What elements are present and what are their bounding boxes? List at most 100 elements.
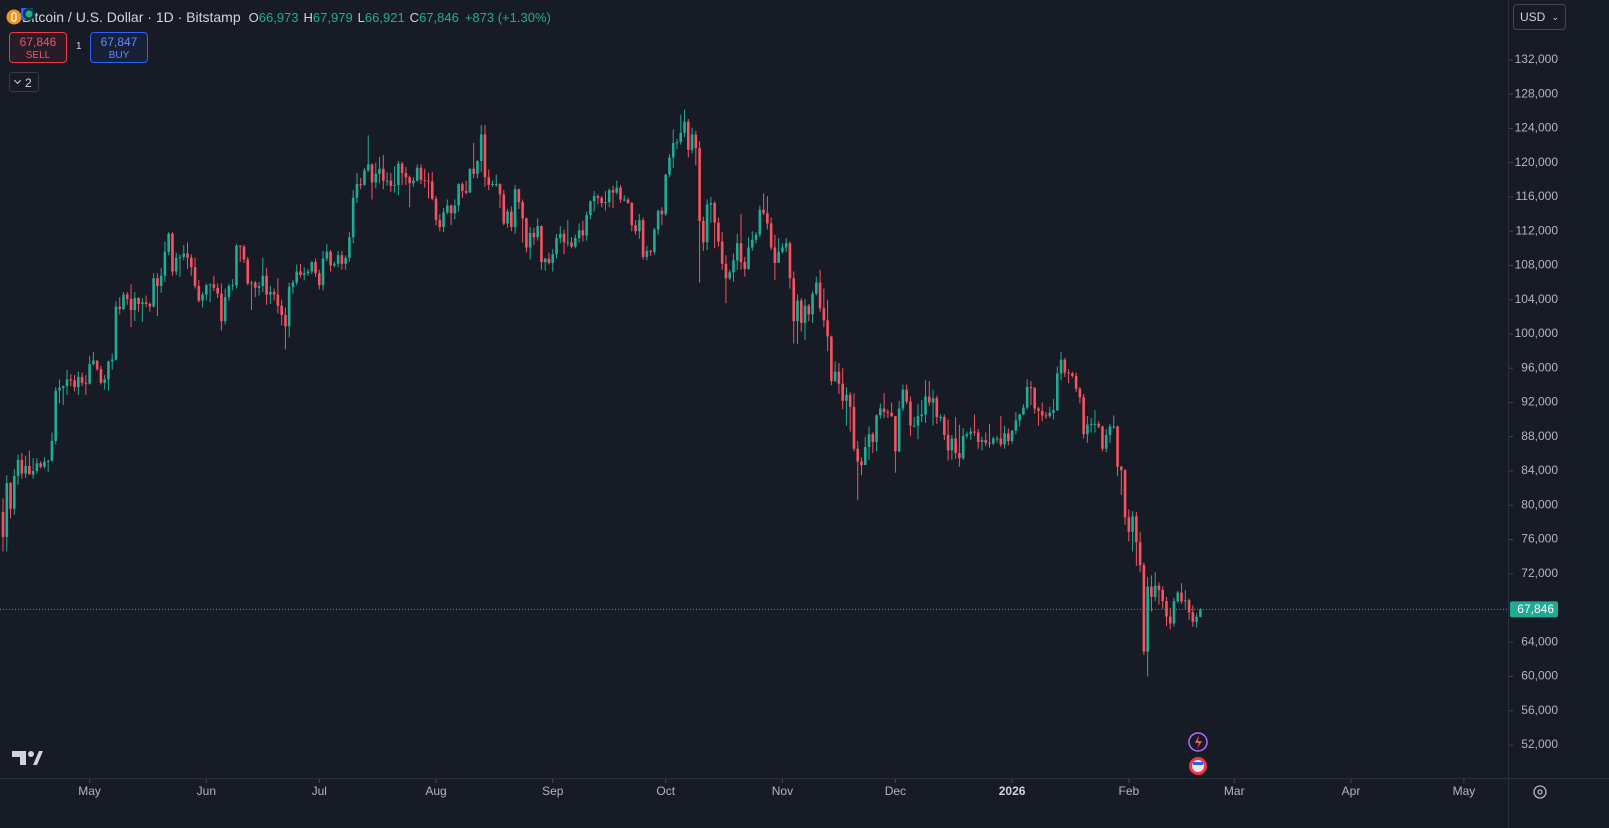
- candle-body: [758, 209, 762, 235]
- candle-body: [1168, 616, 1172, 624]
- candle-body: [867, 434, 871, 448]
- candle-body: [1055, 373, 1059, 411]
- candle-body: [686, 121, 690, 150]
- candle-body: [1135, 516, 1138, 543]
- ohlc-key: L: [357, 10, 365, 25]
- candle-body: [653, 229, 656, 252]
- indicators-toggle[interactable]: 2: [9, 72, 39, 92]
- candle-body: [242, 246, 246, 260]
- candle-body: [348, 237, 351, 258]
- candle-body: [901, 389, 905, 409]
- candle-body: [991, 438, 995, 444]
- candle-body: [634, 225, 637, 232]
- market-status[interactable]: [22, 7, 36, 21]
- candle-body: [1089, 423, 1093, 425]
- candle-body: [826, 320, 829, 337]
- candle-body: [1191, 612, 1195, 622]
- candle-body: [1037, 408, 1040, 412]
- currency-select[interactable]: USD ⌄: [1513, 4, 1566, 30]
- candle-body: [860, 461, 863, 466]
- candle-body: [939, 417, 942, 419]
- candle-body: [295, 271, 299, 283]
- candle-body: [415, 167, 419, 181]
- candle-body: [58, 387, 61, 391]
- candle-body: [660, 210, 664, 215]
- candle-body: [502, 194, 506, 224]
- symbol-title[interactable]: Bitcoin / U.S. Dollar · 1D · Bitstamp: [22, 9, 241, 25]
- candle-body: [453, 205, 457, 214]
- candle-body: [491, 184, 494, 186]
- candle-body: [385, 180, 389, 182]
- candle-body: [182, 253, 186, 257]
- candle-body: [641, 220, 645, 257]
- candle-body: [513, 189, 517, 227]
- candle-body: [815, 282, 818, 294]
- candle-body: [400, 163, 404, 173]
- candle-body: [626, 199, 630, 203]
- candle-body: [766, 213, 769, 224]
- x-tick-label: Oct: [656, 784, 675, 798]
- settings-icon[interactable]: [1533, 785, 1547, 799]
- y-tick-label: 52,000: [1521, 737, 1558, 751]
- ohlc-value: 67,846: [419, 10, 459, 25]
- candle-body: [144, 302, 148, 305]
- candle-body: [246, 259, 250, 284]
- candle-body: [382, 168, 385, 181]
- candle-body: [830, 336, 833, 382]
- candle-body: [355, 184, 359, 198]
- candle-body: [950, 438, 954, 451]
- candle-body: [743, 262, 747, 269]
- candle-body: [570, 242, 573, 247]
- y-tick-label: 80,000: [1521, 497, 1558, 511]
- candle-body: [525, 218, 528, 248]
- candle-body: [261, 275, 265, 287]
- candle-body: [988, 442, 991, 444]
- sell-price: 67,846: [19, 35, 57, 49]
- candle-body: [1131, 516, 1134, 532]
- candle-body: [958, 453, 961, 459]
- candle-body: [208, 284, 212, 286]
- candle-body: [803, 305, 807, 323]
- candle-body: [1153, 585, 1157, 597]
- candle-body: [1195, 616, 1198, 622]
- candle-body: [1176, 592, 1180, 602]
- candle-body: [205, 285, 208, 295]
- event-icons[interactable]: [1188, 732, 1208, 775]
- candle-body: [1157, 585, 1161, 591]
- candle-body: [310, 262, 314, 272]
- candle-body: [965, 434, 969, 436]
- candle-body: [427, 180, 430, 182]
- candle-body: [777, 251, 780, 263]
- candle-body: [201, 294, 204, 301]
- y-tick-label: 112,000: [1516, 223, 1559, 237]
- x-tick-label: 2026: [999, 784, 1026, 798]
- candle-body: [585, 214, 588, 236]
- candle-body: [713, 202, 716, 223]
- candle-body: [886, 411, 890, 413]
- buy-button[interactable]: 67,847 BUY: [90, 32, 148, 63]
- x-tick-label: Jun: [197, 784, 216, 798]
- candle-body: [464, 190, 468, 193]
- y-tick-label: 124,000: [1515, 121, 1559, 135]
- candle-body: [366, 164, 370, 171]
- candle-body: [476, 160, 479, 174]
- candle-body: [1033, 387, 1037, 409]
- candle-body: [995, 438, 999, 440]
- candle-body: [1044, 415, 1048, 417]
- candle-body: [125, 294, 129, 299]
- candle-body: [216, 287, 219, 294]
- sell-button[interactable]: 67,846 SELL: [9, 32, 67, 63]
- candle-body: [600, 197, 603, 203]
- candle-body: [1097, 423, 1101, 427]
- candle-body: [781, 247, 784, 252]
- candle-body: [88, 363, 91, 384]
- candle-body: [796, 300, 799, 322]
- last-price-label: 67,846: [1517, 602, 1554, 616]
- candle-body: [1150, 586, 1153, 597]
- candle-body: [683, 121, 686, 133]
- candle-body: [754, 234, 758, 240]
- candle-body: [329, 251, 332, 266]
- candle-body: [178, 256, 182, 258]
- candle-body: [434, 198, 438, 221]
- candle-body: [540, 226, 543, 263]
